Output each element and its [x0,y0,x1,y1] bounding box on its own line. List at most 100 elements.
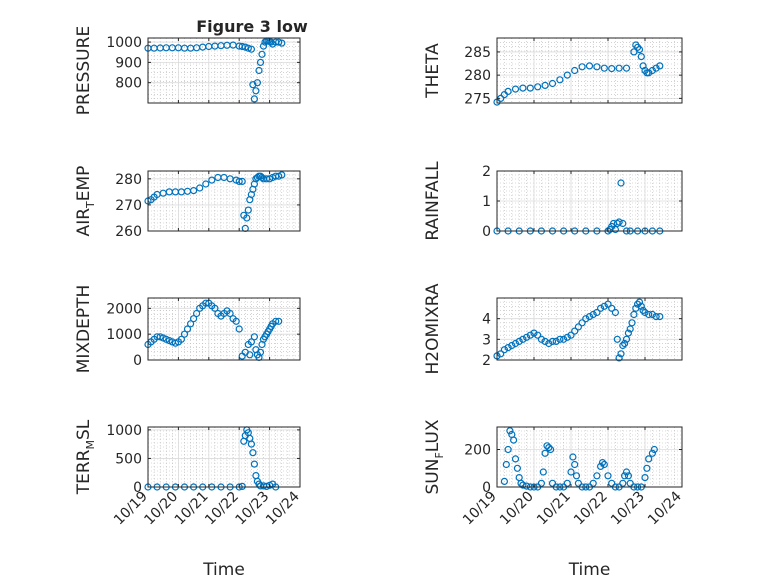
data-point [250,333,258,341]
data-point [537,479,546,487]
y-tick-label: 0 [482,480,491,496]
data-point [589,479,597,487]
subplot-theta: 275 280 285 THETA [423,37,683,107]
data-point [534,331,542,339]
data-point [259,42,268,50]
data-point [522,333,531,341]
y-axis-label: RAINFALL [423,161,443,241]
data-point [615,64,623,72]
y-axis-label: MIXDEPTH [74,285,94,374]
data-point [608,64,616,73]
data-point [519,481,527,489]
data-point [517,479,525,487]
y-tick-label: 1000 [106,423,142,439]
data-point [543,442,551,450]
data-point [552,337,560,345]
y-tick-label: 200 [464,443,491,459]
data-point [208,176,216,184]
data-point [545,339,553,348]
data-point [548,479,557,487]
data-point [202,180,210,188]
data-point [247,440,255,448]
data-point [541,81,549,90]
data-point [600,64,608,72]
data-point [624,472,633,480]
data-point [202,299,210,307]
data-point [267,38,275,46]
data-point [232,317,240,325]
data-point [635,298,644,306]
data-point [567,468,575,476]
data-point [574,323,583,331]
data-point [180,330,189,338]
data-point [508,341,516,350]
data-point [500,477,508,485]
subplot-h2omixra: 2 3 4 H2OMIXRA [423,283,683,375]
axes-box [496,426,683,488]
y-tick-label: 1000 [106,35,142,51]
axes-box [147,37,301,104]
data-point [244,206,252,214]
data-point [569,453,577,461]
data-point [571,460,579,469]
data-point [190,187,198,195]
data-point [211,304,219,312]
data-point [617,350,625,358]
data-point [619,341,627,350]
data-point [255,66,263,75]
data-point [645,310,653,319]
data-point [246,351,254,359]
y-tick-label: 270 [115,198,142,214]
data-point [504,87,512,96]
y-axis-label: THETA [423,43,443,99]
data-point [275,38,283,46]
data-point [622,64,631,72]
axes-box [496,297,683,361]
data-point [619,219,627,228]
data-point [600,460,608,469]
data-point [656,313,664,321]
data-point [545,444,553,452]
data-point [571,66,579,75]
y-tick-label: 500 [115,451,142,467]
y-tick-label: 900 [115,55,142,71]
data-point [556,76,564,84]
data-point [247,338,255,346]
y-tick-label: 1000 [106,327,142,343]
data-point [633,300,642,308]
data-point [648,310,657,319]
y-tick-label: 3 [482,332,491,348]
y-tick-label: 0 [133,480,142,496]
data-point [578,319,586,327]
data-point [596,462,605,470]
data-point [585,62,594,70]
data-point [272,317,280,325]
data-point [539,468,547,476]
data-point [604,300,612,308]
subplot-mixdepth: 0 1000 2000 MIXDEPTH [74,285,301,374]
data-point [626,325,634,333]
data-point [604,472,612,480]
data-point [522,482,531,490]
data-point [652,313,660,321]
y-axis-label: AIRTEMP [74,166,97,237]
data-point [620,472,629,480]
data-point [253,79,261,87]
data-point [600,302,608,310]
y-tick-label: 4 [482,312,491,328]
data-point [593,63,601,71]
y-tick-label: 260 [115,224,142,240]
data-point [563,479,571,487]
data-point [249,449,257,457]
data-point [243,214,251,222]
axes-box [147,297,301,361]
data-point [641,308,649,317]
data-point [526,331,534,339]
data-point [572,472,581,480]
data-point [278,171,286,179]
axes-box [147,170,301,232]
y-tick-label: 0 [133,353,142,369]
data-point [571,327,579,335]
